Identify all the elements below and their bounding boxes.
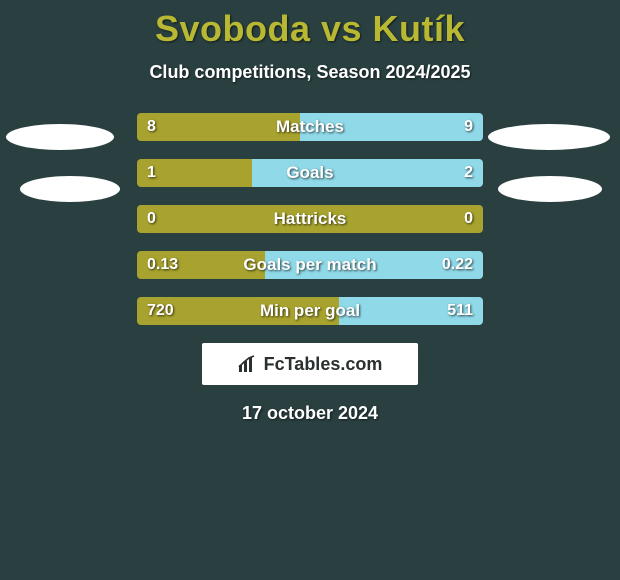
date-label: 17 october 2024 [0, 403, 620, 424]
logo-box: FcTables.com [202, 343, 418, 385]
bar-row: 1 2 Goals [137, 159, 483, 187]
bar-label: Hattricks [137, 205, 483, 233]
bar-label: Matches [137, 113, 483, 141]
chart-icon [238, 355, 258, 373]
page-title: Svoboda vs Kutík [0, 0, 620, 50]
decor-ellipse-2 [20, 176, 120, 202]
logo-text: FcTables.com [264, 354, 383, 375]
bar-label: Goals per match [137, 251, 483, 279]
decor-ellipse-1 [6, 124, 114, 150]
bar-row: 8 9 Matches [137, 113, 483, 141]
bar-row: 0 0 Hattricks [137, 205, 483, 233]
bar-row: 0.13 0.22 Goals per match [137, 251, 483, 279]
bar-label: Goals [137, 159, 483, 187]
subtitle: Club competitions, Season 2024/2025 [0, 62, 620, 83]
comparison-bars: 8 9 Matches 1 2 Goals 0 0 Hattricks 0.13… [137, 113, 483, 325]
bar-row: 720 511 Min per goal [137, 297, 483, 325]
bar-label: Min per goal [137, 297, 483, 325]
decor-ellipse-4 [498, 176, 602, 202]
decor-ellipse-3 [488, 124, 610, 150]
logo: FcTables.com [238, 354, 383, 375]
